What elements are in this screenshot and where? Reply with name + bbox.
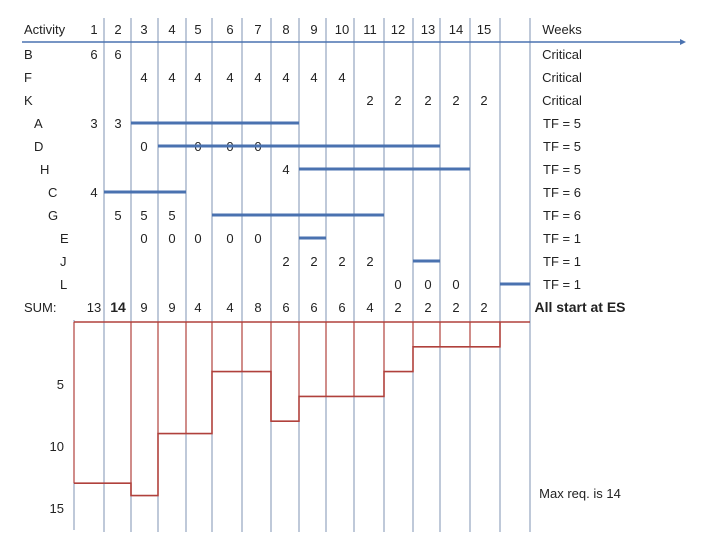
- sum-week-14: 2: [452, 300, 459, 315]
- resource-E-week-3: 0: [140, 231, 147, 246]
- resource-A-week-2: 3: [114, 116, 121, 131]
- week-label-4: 4: [168, 22, 175, 37]
- sum-week-9: 6: [310, 300, 317, 315]
- sum-week-2: 14: [110, 299, 126, 315]
- week-label-1: 1: [90, 22, 97, 37]
- resource-G-week-4: 5: [168, 208, 175, 223]
- week-label-3: 3: [140, 22, 147, 37]
- resource-G-week-2: 5: [114, 208, 121, 223]
- resource-J-week-11: 2: [366, 254, 373, 269]
- sum-week-7: 8: [254, 300, 261, 315]
- resource-F-week-8: 4: [282, 70, 289, 85]
- status-L: TF = 1: [543, 277, 581, 292]
- resource-F-week-4: 4: [168, 70, 175, 85]
- sum-week-13: 2: [424, 300, 431, 315]
- resource-K-week-14: 2: [452, 93, 459, 108]
- week-label-8: 8: [282, 22, 289, 37]
- week-label-13: 13: [421, 22, 435, 37]
- resource-J-week-8: 2: [282, 254, 289, 269]
- activity-name-A: A: [34, 116, 43, 131]
- resource-F-week-9: 4: [310, 70, 317, 85]
- week-label-5: 5: [194, 22, 201, 37]
- week-label-9: 9: [310, 22, 317, 37]
- header-arrowhead: [680, 39, 686, 45]
- status-J: TF = 1: [543, 254, 581, 269]
- activity-name-G: G: [48, 208, 58, 223]
- resource-K-week-11: 2: [366, 93, 373, 108]
- sum-week-15: 2: [480, 300, 487, 315]
- resource-L-week-13: 0: [424, 277, 431, 292]
- resource-K-week-13: 2: [424, 93, 431, 108]
- resource-H-week-8: 4: [282, 162, 289, 177]
- sum-week-6: 4: [226, 300, 233, 315]
- status-K: Critical: [542, 93, 582, 108]
- status-B: Critical: [542, 47, 582, 62]
- resource-L-week-14: 0: [452, 277, 459, 292]
- week-label-12: 12: [391, 22, 405, 37]
- resource-J-week-10: 2: [338, 254, 345, 269]
- activity-name-H: H: [40, 162, 49, 177]
- activity-name-D: D: [34, 139, 43, 154]
- status-G: TF = 6: [543, 208, 581, 223]
- status-H: TF = 5: [543, 162, 581, 177]
- activity-name-F: F: [24, 70, 32, 85]
- activity-name-J: J: [60, 254, 67, 269]
- resource-G-week-3: 5: [140, 208, 147, 223]
- activity-header: Activity: [24, 22, 66, 37]
- week-label-11: 11: [363, 22, 377, 37]
- week-label-15: 15: [477, 22, 491, 37]
- resource-E-week-5: 0: [194, 231, 201, 246]
- week-label-14: 14: [449, 22, 463, 37]
- status-F: Critical: [542, 70, 582, 85]
- y-tick-15: 15: [50, 501, 64, 516]
- status-E: TF = 1: [543, 231, 581, 246]
- resource-F-week-3: 4: [140, 70, 147, 85]
- sum-week-12: 2: [394, 300, 401, 315]
- status-D: TF = 5: [543, 139, 581, 154]
- resource-E-week-7: 0: [254, 231, 261, 246]
- resource-F-week-5: 4: [194, 70, 201, 85]
- resource-F-week-7: 4: [254, 70, 261, 85]
- resource-F-week-6: 4: [226, 70, 233, 85]
- activity-name-L: L: [60, 277, 67, 292]
- histogram-step-line: [74, 321, 530, 497]
- max-requirement-note: Max req. is 14: [539, 486, 621, 501]
- activity-name-B: B: [24, 47, 33, 62]
- resource-C-week-1: 4: [90, 185, 97, 200]
- resource-J-week-9: 2: [310, 254, 317, 269]
- week-label-7: 7: [254, 22, 261, 37]
- resource-A-week-1: 3: [90, 116, 97, 131]
- resource-E-week-6: 0: [226, 231, 233, 246]
- resource-B-week-2: 6: [114, 47, 121, 62]
- resource-K-week-15: 2: [480, 93, 487, 108]
- sum-week-4: 9: [168, 300, 175, 315]
- week-label-2: 2: [114, 22, 121, 37]
- activity-name-K: K: [24, 93, 33, 108]
- activity-name-C: C: [48, 185, 57, 200]
- sum-week-8: 6: [282, 300, 289, 315]
- sum-week-1: 13: [87, 300, 101, 315]
- status-C: TF = 6: [543, 185, 581, 200]
- y-tick-5: 5: [57, 377, 64, 392]
- sum-week-5: 4: [194, 300, 201, 315]
- resource-L-week-12: 0: [394, 277, 401, 292]
- note-all-start-es: All start at ES: [534, 299, 625, 315]
- resource-F-week-10: 4: [338, 70, 345, 85]
- resource-D-week-3: 0: [140, 139, 147, 154]
- sum-week-11: 4: [366, 300, 373, 315]
- sum-week-10: 6: [338, 300, 345, 315]
- resource-K-week-12: 2: [394, 93, 401, 108]
- week-label-6: 6: [226, 22, 233, 37]
- week-label-10: 10: [335, 22, 349, 37]
- resource-B-week-1: 6: [90, 47, 97, 62]
- weeks-label: Weeks: [542, 22, 582, 37]
- sum-week-3: 9: [140, 300, 147, 315]
- resource-E-week-4: 0: [168, 231, 175, 246]
- status-A: TF = 5: [543, 116, 581, 131]
- y-tick-10: 10: [50, 439, 64, 454]
- activity-name-E: E: [60, 231, 69, 246]
- sum-label: SUM:: [24, 300, 57, 315]
